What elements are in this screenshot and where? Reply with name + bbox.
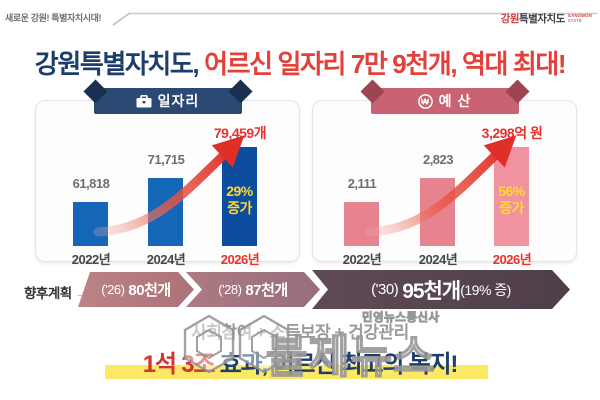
title-prefix: 강원특별자치도, (34, 49, 205, 79)
slogan-navy-part: 효과, 어르신 최고의 복지! (214, 351, 459, 378)
slogan-line: 1석 3조 효과, 어르신 최고의 복지! (0, 344, 600, 379)
province-slogan: 새로운 강원! 특별자치시대! (5, 13, 102, 23)
ribbon-fold-left (359, 79, 385, 104)
future-step-2030: ('30) 95천개 (19% 증) (312, 270, 570, 309)
won-coin-icon: ₩ (417, 93, 433, 109)
budget-year-2026: 2026년 (492, 252, 532, 267)
jobs-bar-rect-2022 (73, 202, 108, 246)
budget-badge-label: 예 산 (438, 93, 472, 109)
budget-badge: ₩ 예 산 (359, 79, 530, 114)
budget-value-2026: 3,298억 원 (481, 125, 543, 141)
budget-value-2022: 2,111 (347, 176, 377, 191)
jobs-year-2026: 2026년 (220, 252, 260, 267)
budget-year-2024: 2024년 (418, 252, 458, 267)
jobs-bar-2024: 71,715 2024년 (147, 101, 186, 267)
jobs-bar-rect-2026: 29% 증가 (222, 147, 257, 246)
budget-year-2022: 2022년 (342, 252, 382, 267)
budget-bar-rect-2026: 56% 증가 (494, 147, 529, 246)
jobs-value-2026: 79,459개 (213, 125, 267, 141)
jobs-badge: 일자리 (82, 79, 253, 114)
budget-value-2024: 2,823 (422, 152, 454, 167)
gangwon-logo: 강원특별자치도 GANGWON STATE (501, 11, 592, 26)
budget-bar-rect-2022 (344, 202, 379, 246)
ribbon-fold-left (82, 79, 108, 104)
svg-text:₩: ₩ (421, 96, 430, 106)
page-title: 강원특별자치도, 어르신 일자리 7만 9천개, 역대 최대! (0, 44, 600, 81)
briefcase-icon (136, 94, 152, 107)
jobs-increase-label: 29% 증가 (226, 183, 253, 216)
jobs-chart-panel: 일자리 61,818 2022년 71,715 2024년 79,459개 29… (35, 79, 300, 267)
budget-bar-2026: 3,298억 원 56% 증가 2026년 (482, 101, 543, 267)
budget-bar-2024: 2,823 2024년 (419, 101, 458, 267)
future-step-2026: ('26) 80천개 (78, 272, 194, 307)
ribbon-fold-right (227, 79, 253, 104)
jobs-value-2022: 61,818 (72, 176, 110, 191)
jobs-year-2024: 2024년 (146, 252, 186, 267)
jobs-bar-rect-2024 (148, 178, 183, 246)
title-highlight: 어르신 일자리 7만 9천개, 역대 최대! (204, 49, 566, 79)
budget-increase-label: 56% 증가 (498, 183, 525, 216)
header-divider-lines (112, 12, 597, 26)
budget-bar-2022: 2,111 2022년 (343, 101, 382, 267)
slogan-red-part: 1석 3조 (142, 351, 216, 378)
jobs-badge-label: 일자리 (157, 93, 200, 109)
top-bar: 새로운 강원! 특별자치시대! 강원특별자치도 GANGWON STATE (0, 0, 600, 28)
logo-korean: 강원특별자치도 (500, 13, 566, 25)
budget-bar-rect-2024 (420, 178, 455, 246)
jobs-bar-2022: 61,818 2022년 (72, 101, 111, 267)
future-step-2028: ('28) 87천개 (186, 272, 320, 307)
ribbon-fold-right (504, 79, 530, 104)
budget-chart-panel: ₩ 예 산 2,111 2022년 2,823 2024년 3,298억 원 5… (312, 79, 577, 267)
future-plan-label: 향후계획 → (24, 286, 88, 301)
benefits-line: 사회참여 + 소득보장 + 건강관리 (191, 323, 409, 342)
jobs-bar-2026: 79,459개 29% 증가 2026년 (214, 101, 267, 267)
logo-english: GANGWON STATE (567, 13, 592, 23)
jobs-value-2024: 71,715 (147, 152, 185, 167)
jobs-year-2022: 2022년 (71, 252, 111, 267)
